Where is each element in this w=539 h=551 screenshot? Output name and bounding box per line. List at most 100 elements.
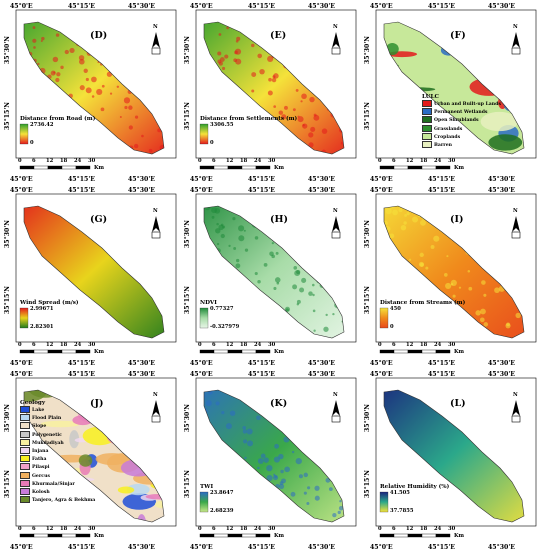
legend-class: Pilaspi [20,463,95,471]
lon-label-top: 45°15'E [68,3,95,10]
legend-class-label: Polygenetic [32,432,62,438]
legend-swatch [20,422,30,430]
legend-class: Slope [20,422,95,430]
scale-tick: 6 [392,342,396,348]
lon-label-bottom: 45°15'E [248,176,275,183]
legend-swatch [20,430,30,438]
legend-class: Fatha [20,455,95,463]
scale-tick: 6 [212,158,216,164]
map-canvas [15,193,177,354]
legend-swatch [422,100,432,107]
legend-class: Barren [422,141,501,149]
lon-label-bottom: 45°0'E [10,360,33,367]
legend-low-value: 2.68239 [210,508,234,514]
lat-label: 35°30'N [4,404,11,432]
lon-label-bottom: 45°0'E [370,176,393,183]
legend-class-label: Fatha [32,457,47,463]
lat-label: 35°15'N [184,102,191,130]
lon-label-bottom: 45°15'E [68,176,95,183]
scale-tick: 12 [226,158,234,164]
legend-class-label: Barren [434,143,452,149]
lat-label: 35°30'N [184,404,191,432]
legend-class-label: Croplands [434,134,461,140]
scale-unit: Km [454,165,464,171]
scale-unit: Km [274,349,284,355]
legend-color-ramp [199,307,209,329]
legend-color-ramp [199,123,209,145]
scale-tick: 0 [198,342,202,348]
map-panel-h: (H) N 45°0'E 45°0'E 45°15'E 45°15'E 45°30'E 45°… [182,186,360,367]
legend-high-value: 450 [390,306,401,312]
lon-label-top: 45°15'E [68,371,95,378]
legend-swatch [20,463,30,471]
scale-tick: 18 [60,342,68,348]
legend-title: Distance from Streams (m) [380,300,466,306]
scale-tick: 30 [268,158,276,164]
scale-tick: 24 [74,342,82,348]
lon-label-top: 45°30'E [128,187,155,194]
scale-unit: Km [94,349,104,355]
legend-title: LULC [422,94,439,100]
legend-swatch [20,479,30,487]
panel-letter: (K) [270,398,288,409]
scale-unit: Km [454,349,464,355]
scale-tick: 0 [378,526,382,532]
legend-swatch [20,414,30,422]
legend-title: Distance from Road (m) [20,116,96,122]
lat-label: 35°30'N [4,36,11,64]
class-legend: Geology Lake Flood Plain Slope Polygenetic Mu… [20,400,95,504]
legend-class: Kolosh [20,488,95,496]
scale-tick: 0 [18,158,22,164]
scale-tick: 0 [198,158,202,164]
scale-tick: 30 [88,158,96,164]
lon-label-bottom: 45°0'E [190,360,213,367]
legend-class: Lake [20,406,95,414]
scale-tick: 6 [212,526,216,532]
scale-tick: 12 [406,342,414,348]
lat-label: 35°30'N [364,36,371,64]
legend-swatch [422,141,432,149]
scale-tick: 30 [88,342,96,348]
north-arrow-icon [511,32,521,55]
lon-label-top: 45°0'E [190,187,213,194]
scale-tick: 12 [46,342,54,348]
legend-color-ramp [199,491,209,513]
lat-label: 35°30'N [4,220,11,248]
legend-low-value: 0 [390,324,394,330]
legend-class-label: Mukdadiyah [32,440,64,446]
legend-swatch [20,438,30,446]
lat-label: 35°15'N [4,470,11,498]
legend-class-label: Khurmala/Sinjar [32,481,75,487]
scale-tick: 24 [434,158,442,164]
legend-class-label: Kolosh [32,490,50,496]
lon-label-top: 45°30'E [128,3,155,10]
scale-tick: 6 [392,158,396,164]
scale-tick: 6 [32,342,36,348]
legend-class: Grasslands [422,124,501,133]
scale-tick: 30 [268,526,276,532]
scale-bar [199,349,271,354]
legend-high-value: 3306.55 [210,122,234,128]
map-panel-k: (K) N 45°0'E 45°0'E 45°15'E 45°15'E 45°30'E 45°… [182,370,360,551]
scale-tick: 24 [254,158,262,164]
legend-class: Croplands [422,132,501,141]
lon-label-bottom: 45°0'E [190,544,213,551]
north-arrow-icon [511,400,521,423]
north-letter: N [513,208,518,214]
legend-class: Khurmala/Sinjar [20,479,95,488]
legend-class-label: Gercus [32,473,50,479]
legend-class-label: Grasslands [434,126,463,132]
lat-label: 35°15'N [364,286,371,314]
scale-tick: 24 [74,526,82,532]
north-letter: N [153,208,158,214]
scale-tick: 12 [406,158,414,164]
lon-label-top: 45°0'E [10,3,33,10]
lon-label-top: 45°0'E [370,371,393,378]
legend-class: Mukdadiyah [20,438,95,447]
legend-high-value: 2736.42 [30,122,54,128]
legend-class: Gercus [20,471,95,480]
lat-label: 35°15'N [4,102,11,130]
map-panel-l: (L) N 45°0'E 45°0'E 45°15'E 45°15'E 45°30'E 45°… [362,370,539,551]
scale-tick: 24 [254,342,262,348]
